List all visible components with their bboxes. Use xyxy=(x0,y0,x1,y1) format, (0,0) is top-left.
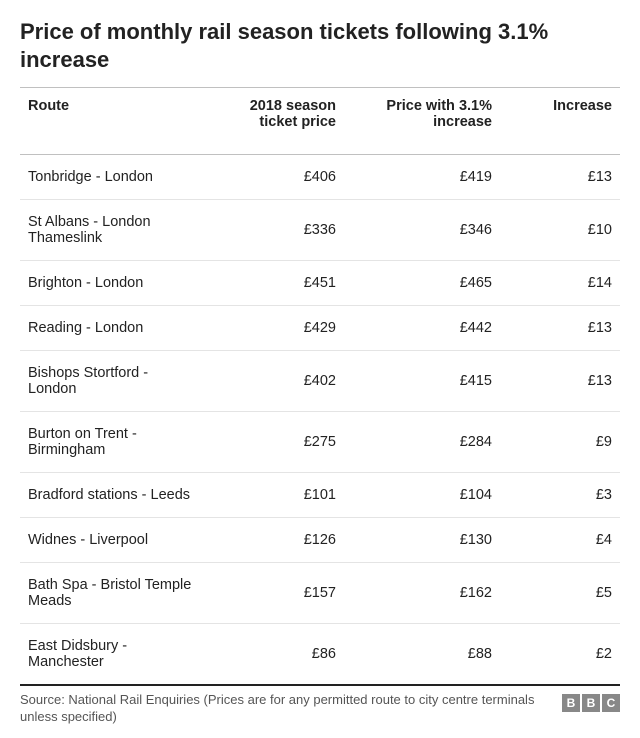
cell-increase: £2 xyxy=(500,624,620,686)
cell-increase: £9 xyxy=(500,412,620,473)
cell-new-price: £346 xyxy=(344,200,500,261)
col-2018-price: 2018 season ticket price xyxy=(206,88,344,155)
cell-new-price: £419 xyxy=(344,155,500,200)
table-row: Burton on Trent - Birmingham£275£284£9 xyxy=(20,412,620,473)
cell-route: Widnes - Liverpool xyxy=(20,518,206,563)
cell-new-price: £104 xyxy=(344,473,500,518)
cell-2018-price: £126 xyxy=(206,518,344,563)
table-header-row: Route 2018 season ticket price Price wit… xyxy=(20,88,620,155)
cell-2018-price: £336 xyxy=(206,200,344,261)
bbc-logo: B B C xyxy=(562,694,620,712)
cell-increase: £3 xyxy=(500,473,620,518)
cell-route: Brighton - London xyxy=(20,261,206,306)
chart-container: Price of monthly rail season tickets fol… xyxy=(0,0,640,738)
price-table: Route 2018 season ticket price Price wit… xyxy=(20,87,620,686)
cell-route: Tonbridge - London xyxy=(20,155,206,200)
cell-2018-price: £429 xyxy=(206,306,344,351)
table-row: Bath Spa - Bristol Temple Meads£157£162£… xyxy=(20,563,620,624)
cell-increase: £13 xyxy=(500,306,620,351)
cell-increase: £13 xyxy=(500,155,620,200)
table-row: Reading - London£429£442£13 xyxy=(20,306,620,351)
chart-title: Price of monthly rail season tickets fol… xyxy=(20,18,620,73)
cell-new-price: £284 xyxy=(344,412,500,473)
cell-new-price: £442 xyxy=(344,306,500,351)
cell-route: Bishops Stortford - London xyxy=(20,351,206,412)
cell-2018-price: £406 xyxy=(206,155,344,200)
cell-route: St Albans - London Thameslink xyxy=(20,200,206,261)
bbc-logo-letter: B xyxy=(582,694,600,712)
cell-new-price: £415 xyxy=(344,351,500,412)
cell-new-price: £88 xyxy=(344,624,500,686)
cell-new-price: £130 xyxy=(344,518,500,563)
col-increase: Increase xyxy=(500,88,620,155)
cell-2018-price: £157 xyxy=(206,563,344,624)
table-row: East Didsbury - Manchester£86£88£2 xyxy=(20,624,620,686)
cell-new-price: £465 xyxy=(344,261,500,306)
cell-2018-price: £101 xyxy=(206,473,344,518)
bbc-logo-letter: B xyxy=(562,694,580,712)
table-row: Widnes - Liverpool£126£130£4 xyxy=(20,518,620,563)
cell-2018-price: £402 xyxy=(206,351,344,412)
table-row: St Albans - London Thameslink£336£346£10 xyxy=(20,200,620,261)
cell-route: Bath Spa - Bristol Temple Meads xyxy=(20,563,206,624)
source-text: Source: National Rail Enquiries (Prices … xyxy=(20,692,562,726)
table-body: Tonbridge - London£406£419£13St Albans -… xyxy=(20,155,620,686)
cell-2018-price: £275 xyxy=(206,412,344,473)
table-row: Tonbridge - London£406£419£13 xyxy=(20,155,620,200)
cell-new-price: £162 xyxy=(344,563,500,624)
col-new-price: Price with 3.1% increase xyxy=(344,88,500,155)
cell-increase: £14 xyxy=(500,261,620,306)
cell-route: Bradford stations - Leeds xyxy=(20,473,206,518)
cell-route: East Didsbury - Manchester xyxy=(20,624,206,686)
table-row: Brighton - London£451£465£14 xyxy=(20,261,620,306)
cell-increase: £4 xyxy=(500,518,620,563)
footer: Source: National Rail Enquiries (Prices … xyxy=(20,692,620,726)
cell-route: Reading - London xyxy=(20,306,206,351)
table-row: Bishops Stortford - London£402£415£13 xyxy=(20,351,620,412)
cell-2018-price: £86 xyxy=(206,624,344,686)
cell-increase: £10 xyxy=(500,200,620,261)
cell-increase: £5 xyxy=(500,563,620,624)
col-route: Route xyxy=(20,88,206,155)
cell-increase: £13 xyxy=(500,351,620,412)
cell-2018-price: £451 xyxy=(206,261,344,306)
cell-route: Burton on Trent - Birmingham xyxy=(20,412,206,473)
bbc-logo-letter: C xyxy=(602,694,620,712)
table-row: Bradford stations - Leeds£101£104£3 xyxy=(20,473,620,518)
